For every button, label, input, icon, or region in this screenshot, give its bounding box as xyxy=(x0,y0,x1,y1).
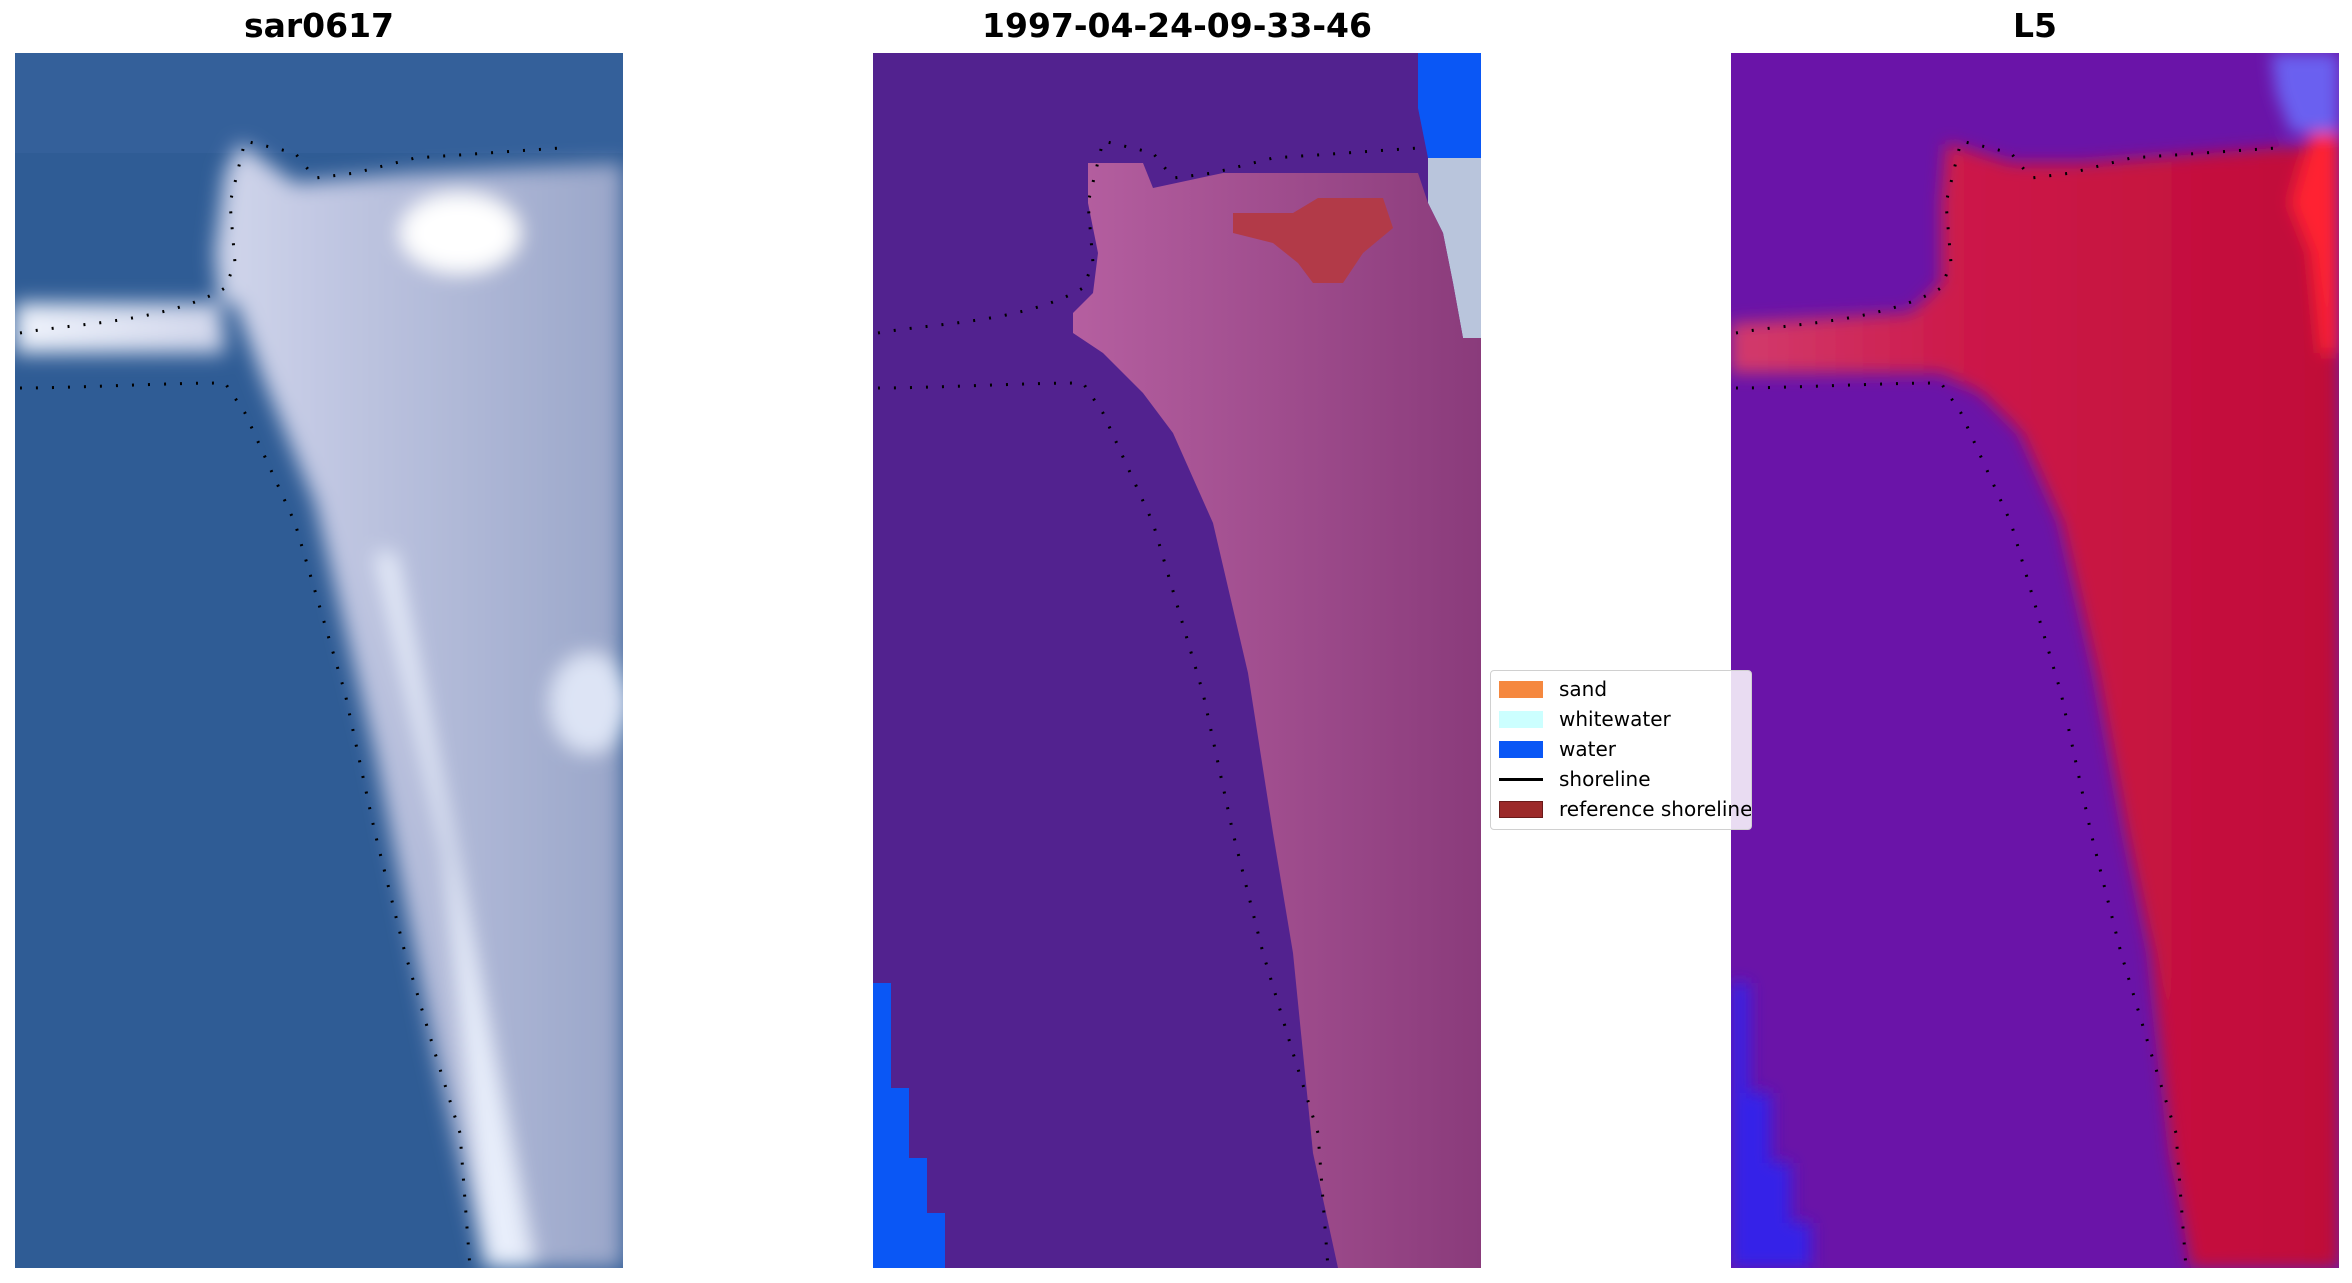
legend-label: shoreline xyxy=(1559,767,1651,791)
legend-label: sand xyxy=(1559,677,1608,701)
rgb-image-panel xyxy=(15,53,623,1268)
legend-item-whitewater: whitewater xyxy=(1499,707,1671,731)
legend-item-sand: sand xyxy=(1499,677,1607,701)
legend-line-shoreline xyxy=(1499,777,1543,781)
panel-title-classification: 1997-04-24-09-33-46 xyxy=(982,6,1372,45)
legend-swatch-whitewater xyxy=(1499,710,1543,728)
panel-title-rgb: sar0617 xyxy=(243,6,395,45)
legend-label: whitewater xyxy=(1559,707,1671,731)
legend-label: water xyxy=(1559,737,1616,761)
panel-title-index: L5 xyxy=(2013,6,2057,45)
legend-swatch-water xyxy=(1499,740,1543,758)
legend-swatch-reference-shoreline xyxy=(1499,800,1543,818)
legend: sand whitewater water shoreline referenc… xyxy=(1490,670,1752,830)
classification-panel xyxy=(873,53,1481,1268)
legend-item-reference-shoreline: reference shoreline xyxy=(1499,797,1752,821)
legend-label: reference shoreline xyxy=(1559,797,1752,821)
shoreline-dots xyxy=(19,139,561,1268)
legend-swatch-sand xyxy=(1499,680,1543,698)
index-panel xyxy=(1731,53,2339,1268)
legend-item-water: water xyxy=(1499,737,1616,761)
legend-item-shoreline: shoreline xyxy=(1499,767,1651,791)
